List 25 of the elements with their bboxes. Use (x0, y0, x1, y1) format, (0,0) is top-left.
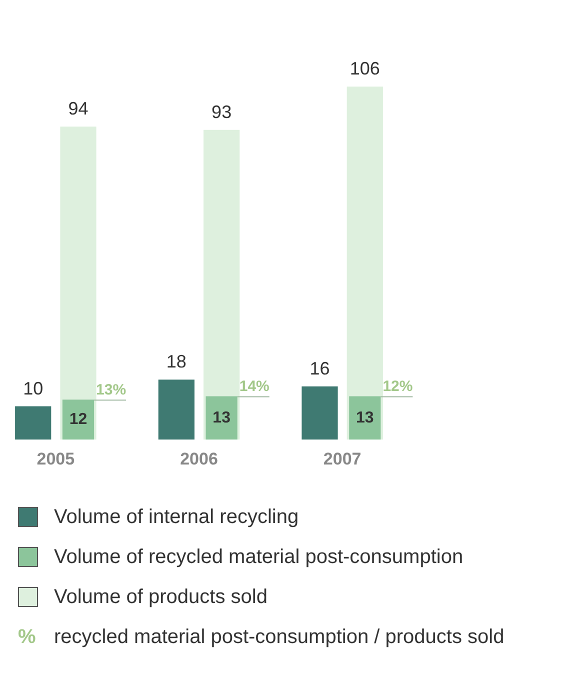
x-tick-label: 2006 (180, 449, 218, 468)
bar (349, 396, 381, 440)
data-label: 10 (23, 378, 44, 398)
data-label: 12 (69, 411, 88, 428)
bar (302, 386, 338, 440)
bar (62, 400, 94, 440)
data-label: 13 (212, 409, 231, 426)
data-label: 93 (212, 102, 232, 122)
legend-label: Volume of recycled material post-consumption (54, 545, 464, 569)
x-tick-label: 2007 (323, 449, 362, 468)
bar (15, 406, 52, 440)
legend-label: Volume of internal recycling (54, 505, 299, 529)
x-tick-label: 2005 (36, 449, 75, 468)
annotation: 13% (96, 381, 126, 398)
text: % recycled material post-consumption / products sold (18, 625, 504, 649)
annotation: 14% (239, 378, 270, 395)
bar (206, 396, 238, 440)
data-label: 106 (350, 58, 380, 79)
bar (158, 380, 194, 440)
data-label: 13 (356, 409, 374, 426)
data-label: 18 (166, 352, 186, 372)
legend-label: Volume of products sold (54, 585, 268, 609)
annotation: 12% (382, 378, 413, 395)
data-label: 94 (68, 98, 88, 119)
data-label: 16 (310, 358, 330, 378)
